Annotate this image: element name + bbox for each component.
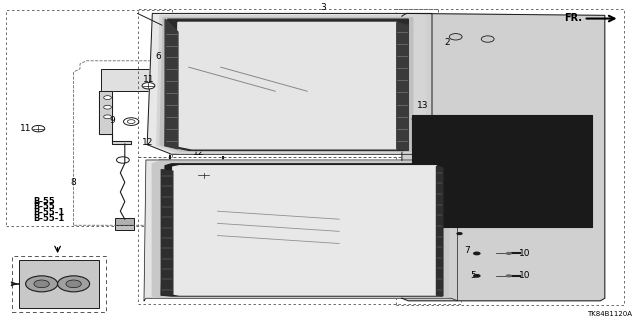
Bar <box>12 256 106 312</box>
Circle shape <box>412 117 418 121</box>
Circle shape <box>104 105 111 109</box>
Text: 10: 10 <box>519 271 531 280</box>
Bar <box>115 218 134 226</box>
Bar <box>451 230 468 237</box>
Text: 13: 13 <box>417 101 428 110</box>
Bar <box>468 250 486 257</box>
Bar <box>422 116 434 122</box>
Circle shape <box>32 125 45 132</box>
Bar <box>396 9 624 305</box>
Bar <box>426 123 435 128</box>
Bar <box>101 69 150 91</box>
Text: 12: 12 <box>193 148 204 157</box>
Bar <box>138 9 438 157</box>
Bar <box>461 235 566 298</box>
Polygon shape <box>157 15 426 153</box>
Text: 13: 13 <box>417 118 428 127</box>
Text: 9: 9 <box>109 116 115 125</box>
Polygon shape <box>152 162 449 297</box>
Bar <box>556 128 572 133</box>
Text: 10: 10 <box>574 148 586 156</box>
Circle shape <box>506 274 512 277</box>
Text: 12: 12 <box>141 138 153 147</box>
Bar <box>6 10 172 226</box>
Bar <box>115 225 134 230</box>
Bar <box>556 148 572 154</box>
Text: 11: 11 <box>20 124 31 133</box>
Polygon shape <box>147 13 432 154</box>
Text: 7: 7 <box>465 246 470 255</box>
Polygon shape <box>436 166 443 296</box>
Bar <box>138 157 461 304</box>
Text: 2: 2 <box>444 38 449 47</box>
Text: TK84B1120A: TK84B1120A <box>588 311 632 317</box>
Polygon shape <box>176 22 397 149</box>
Circle shape <box>197 172 210 179</box>
Circle shape <box>481 36 494 42</box>
Circle shape <box>58 276 90 292</box>
Polygon shape <box>402 13 605 301</box>
Circle shape <box>34 280 49 288</box>
Circle shape <box>449 34 462 40</box>
Text: 3: 3 <box>321 4 326 12</box>
Bar <box>19 260 99 308</box>
Text: B-55: B-55 <box>33 197 55 206</box>
Polygon shape <box>161 170 173 295</box>
Bar <box>468 272 486 279</box>
Text: 6: 6 <box>156 52 161 61</box>
Circle shape <box>104 115 111 119</box>
Polygon shape <box>172 166 436 295</box>
Bar <box>426 107 435 112</box>
Text: B-55-1: B-55-1 <box>33 208 65 217</box>
Text: 14: 14 <box>449 159 460 168</box>
Text: 1: 1 <box>233 254 238 263</box>
Circle shape <box>473 274 481 278</box>
Circle shape <box>456 232 463 235</box>
Text: 8: 8 <box>71 178 76 187</box>
Text: 11: 11 <box>143 75 154 84</box>
Polygon shape <box>397 22 408 150</box>
Text: 5: 5 <box>471 271 476 280</box>
Polygon shape <box>144 160 458 301</box>
Circle shape <box>506 252 512 255</box>
Polygon shape <box>99 91 131 144</box>
Bar <box>408 106 426 113</box>
Bar <box>408 122 426 129</box>
Circle shape <box>66 280 81 288</box>
Circle shape <box>104 96 111 100</box>
Bar <box>461 235 566 298</box>
Bar <box>421 120 582 222</box>
Text: 11: 11 <box>185 169 196 178</box>
Text: B-55-1: B-55-1 <box>33 214 65 223</box>
Polygon shape <box>165 19 408 150</box>
Text: B-55: B-55 <box>33 202 55 211</box>
Text: 10: 10 <box>574 127 586 136</box>
Polygon shape <box>161 164 443 296</box>
Text: FR.: FR. <box>564 12 582 23</box>
Circle shape <box>473 252 481 255</box>
Polygon shape <box>165 19 178 149</box>
Text: 7: 7 <box>391 115 396 124</box>
Bar <box>146 161 456 298</box>
FancyBboxPatch shape <box>412 115 592 227</box>
Text: 10: 10 <box>519 249 531 258</box>
Bar <box>400 116 419 123</box>
Circle shape <box>142 83 155 89</box>
Text: 4: 4 <box>321 143 326 152</box>
Circle shape <box>26 276 58 292</box>
Text: 1: 1 <box>233 241 238 250</box>
Polygon shape <box>160 18 413 151</box>
